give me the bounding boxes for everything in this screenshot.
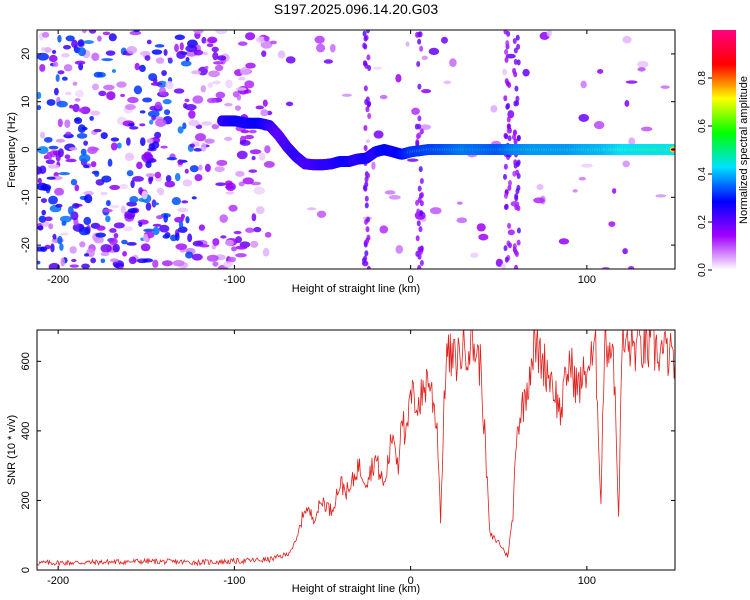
spectrogram-x-axis-label: Height of straight line (km) xyxy=(292,283,420,295)
colorbar-label: Normalized spectral amplitude xyxy=(738,76,750,224)
snr-plot-area xyxy=(37,330,675,568)
colorbar-tick-label: 0.0 xyxy=(697,263,708,277)
snr-panel: -200 -100 0 100 0 200 400 600 Height of straig… xyxy=(6,329,676,595)
x-tick-label: -200 xyxy=(47,274,69,286)
x-tick-label: -100 xyxy=(223,575,245,587)
y-tick-label: 200 xyxy=(20,491,32,509)
snr-y-ticks: 0 200 400 600 xyxy=(20,352,675,573)
snr-frame xyxy=(36,329,676,571)
chart-title: S197.2025.096.14.20.G03 xyxy=(274,1,438,17)
y-tick-label: 0 xyxy=(20,146,32,152)
y-tick-label: 20 xyxy=(20,48,32,60)
spectrogram-x-ticks: -200 -100 0 100 xyxy=(47,30,596,286)
y-tick-label: 0 xyxy=(20,567,32,573)
spectrogram-y-axis-label: Frequency (Hz) xyxy=(6,112,18,188)
colorbar-gradient xyxy=(712,30,736,270)
y-tick-label: -20 xyxy=(20,237,32,253)
colorbar-tick-label: 0.2 xyxy=(697,215,708,229)
snr-x-axis-label: Height of straight line (km) xyxy=(292,583,420,595)
y-tick-label: -10 xyxy=(20,189,32,205)
x-tick-label: 100 xyxy=(578,575,596,587)
colorbar: 0.0 0.2 0.4 0.6 0.8 Normalized spectral ampl… xyxy=(697,30,750,277)
spectrogram-y-ticks: -20 -10 0 10 20 xyxy=(20,48,675,253)
x-tick-label: 100 xyxy=(578,274,596,286)
x-tick-label: 0 xyxy=(408,575,414,587)
spectrogram-image xyxy=(37,30,675,269)
snr-y-axis-label: SNR (10 * v/v) xyxy=(6,415,18,485)
snr-x-ticks: -200 -100 0 100 xyxy=(47,330,596,587)
y-tick-label: 400 xyxy=(20,422,32,440)
x-tick-label: -200 xyxy=(47,575,69,587)
y-tick-label: 600 xyxy=(20,352,32,370)
colorbar-tick-label: 0.8 xyxy=(697,71,708,85)
x-tick-label: -100 xyxy=(223,274,245,286)
colorbar-tick-label: 0.6 xyxy=(697,119,708,133)
colorbar-ticks: 0.0 0.2 0.4 0.6 0.8 xyxy=(697,71,712,277)
x-tick-label: 0 xyxy=(408,274,414,286)
colorbar-tick-label: 0.4 xyxy=(697,167,708,181)
y-tick-label: 10 xyxy=(20,96,32,108)
snr-series-line xyxy=(37,330,675,568)
